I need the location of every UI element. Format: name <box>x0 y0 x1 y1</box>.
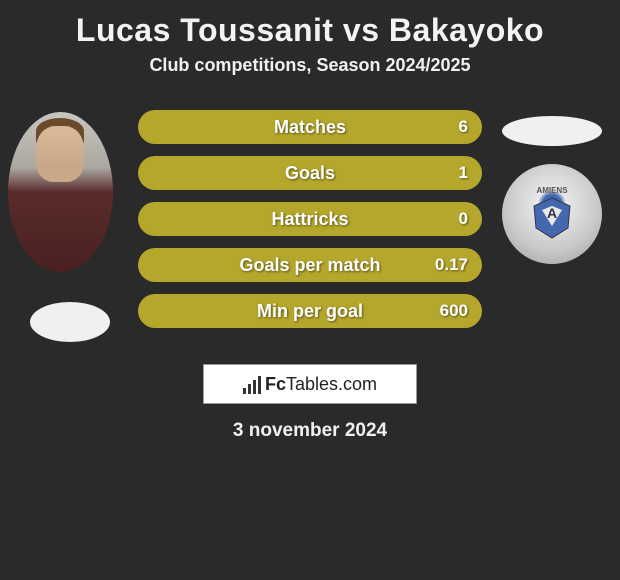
club-badge-left-placeholder <box>30 302 110 342</box>
club-crest-right: AMIENS A <box>502 164 602 264</box>
date-label: 3 november 2024 <box>0 420 620 442</box>
club-badge-right-placeholder <box>502 116 602 146</box>
stat-row: Goals 1 <box>138 156 482 190</box>
content-area: AMIENS A Matches 6 Goals 1 Hattricks 0 Goals p… <box>0 96 620 356</box>
stat-row: Min per goal 600 <box>138 294 482 328</box>
stat-label: Matches <box>274 117 346 138</box>
logo-text: FcTables.com <box>265 374 377 395</box>
stat-label: Min per goal <box>257 301 363 322</box>
stat-value: 0.17 <box>435 255 468 275</box>
stat-value: 6 <box>459 117 468 137</box>
player-photo-left <box>8 112 113 272</box>
stat-row: Hattricks 0 <box>138 202 482 236</box>
stat-value: 600 <box>440 301 468 321</box>
stat-label: Goals <box>285 163 335 184</box>
fctables-logo[interactable]: FcTables.com <box>203 364 417 404</box>
subtitle: Club competitions, Season 2024/2025 <box>0 55 620 96</box>
player-face <box>36 126 84 182</box>
comparison-card: Lucas Toussanit vs Bakayoko Club competi… <box>0 0 620 442</box>
stat-row: Goals per match 0.17 <box>138 248 482 282</box>
stat-value: 1 <box>459 163 468 183</box>
page-title: Lucas Toussanit vs Bakayoko <box>0 0 620 55</box>
logo-bars-icon <box>243 374 261 394</box>
stat-value: 0 <box>459 209 468 229</box>
crest-text: AMIENS <box>522 186 582 195</box>
stat-row: Matches 6 <box>138 110 482 144</box>
stat-label: Goals per match <box>239 255 380 276</box>
svg-text:A: A <box>547 205 557 221</box>
stat-label: Hattricks <box>271 209 348 230</box>
stats-list: Matches 6 Goals 1 Hattricks 0 Goals per match 0… <box>138 110 482 340</box>
